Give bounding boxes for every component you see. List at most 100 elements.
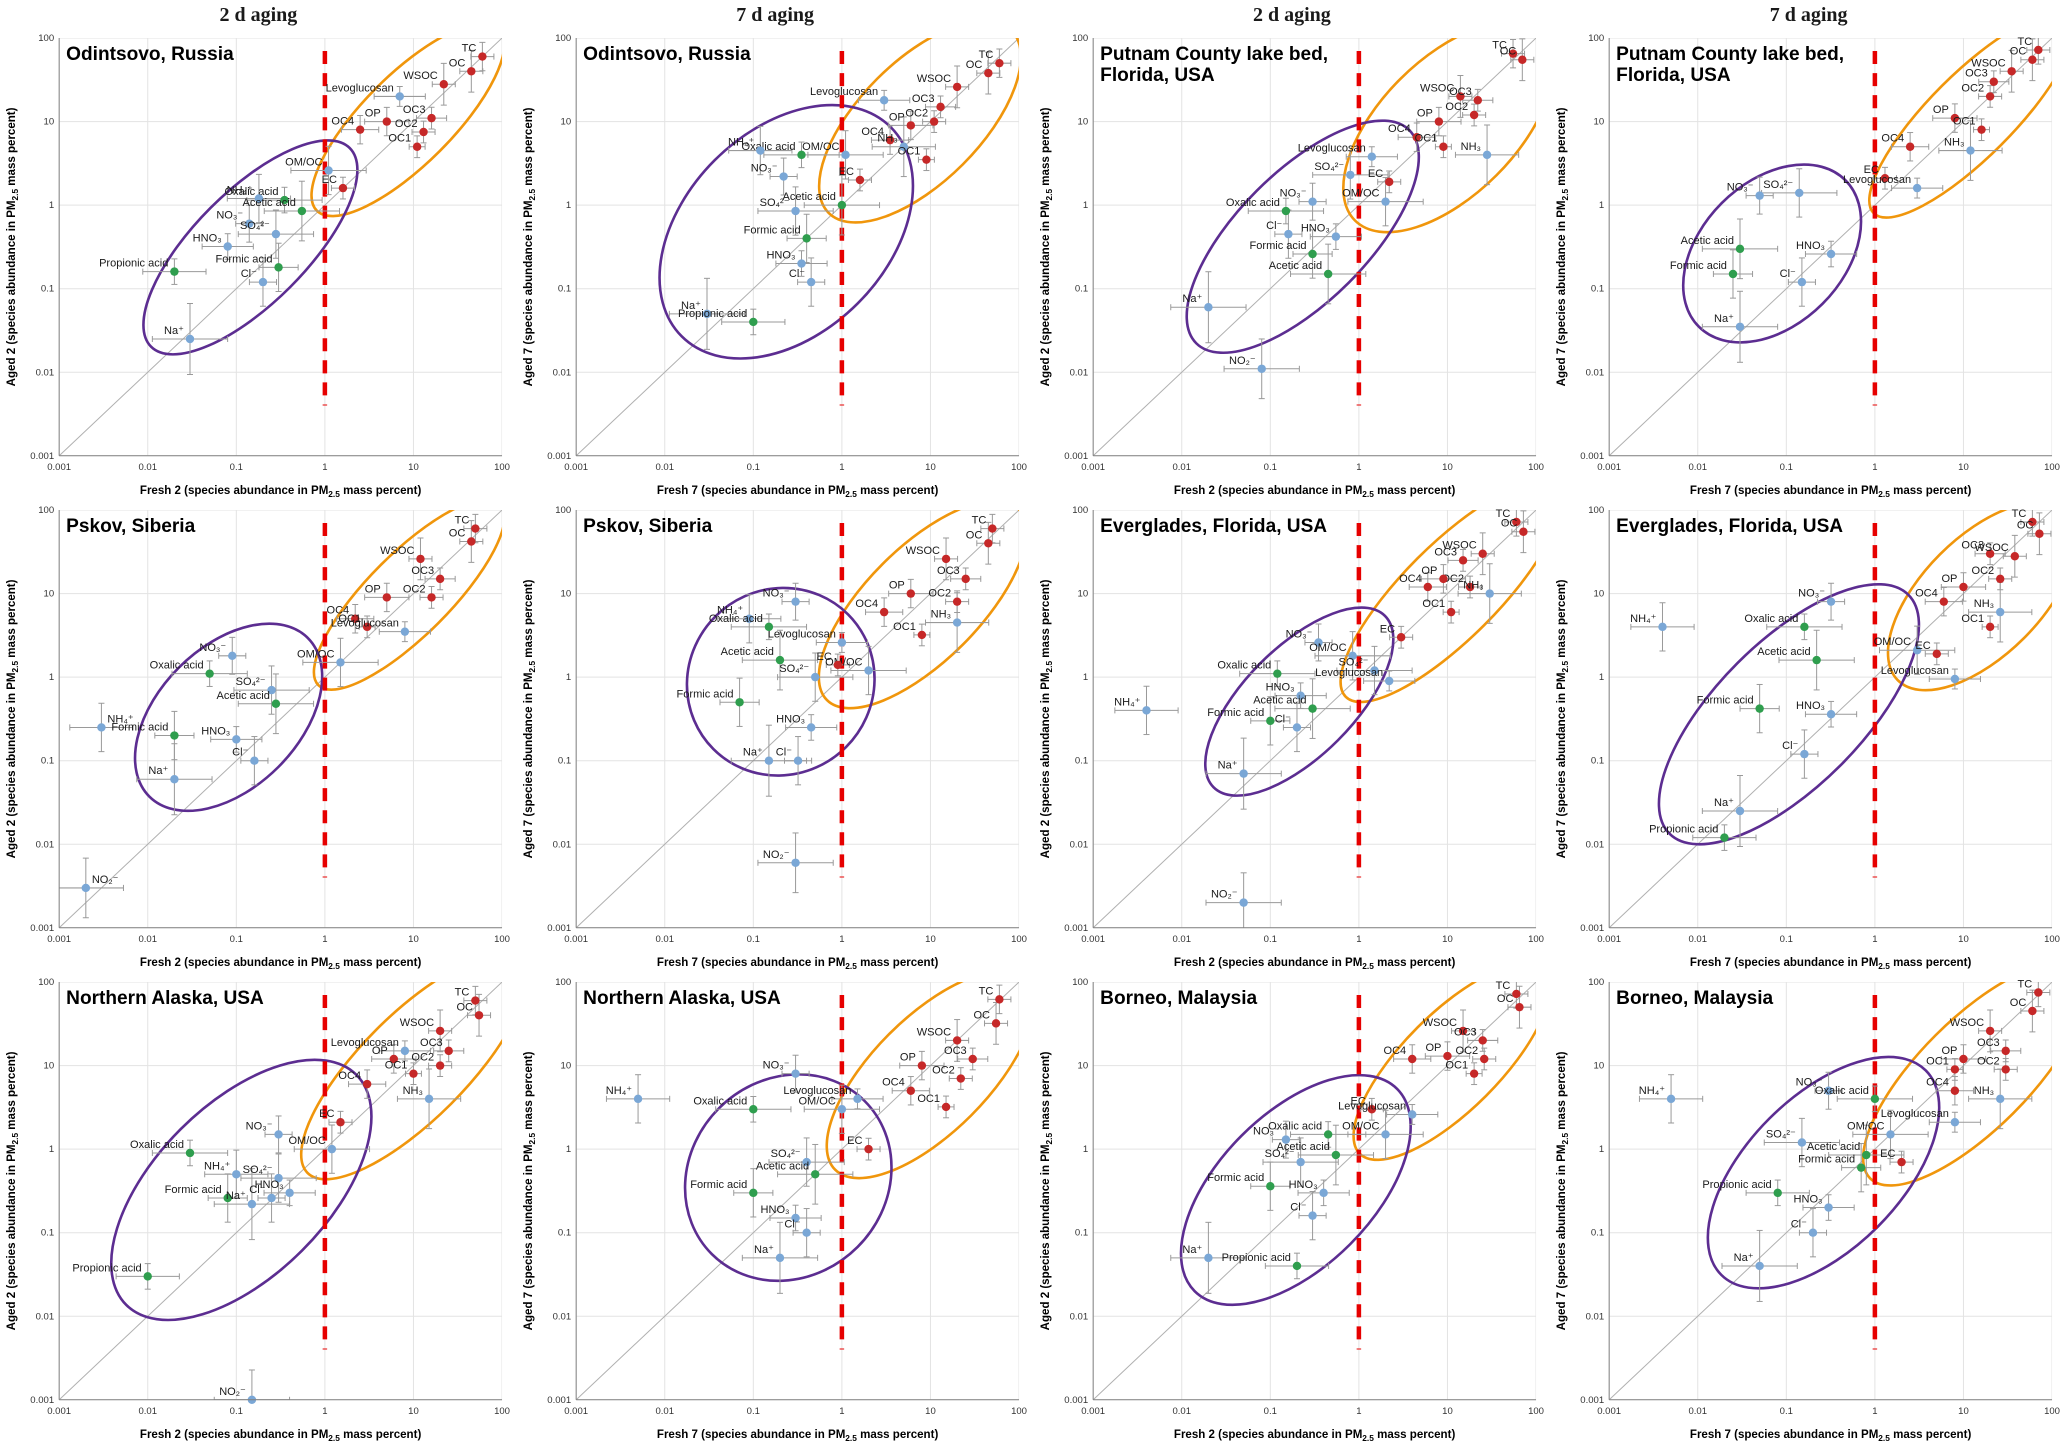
point-label: SO₄²⁻ xyxy=(1764,179,1794,191)
data-point xyxy=(941,1102,951,1112)
x-tick-label: 1 xyxy=(1356,934,1361,945)
data-point xyxy=(1986,622,1995,632)
point-label: Na⁺ xyxy=(1714,313,1734,325)
point-label: Formic acid xyxy=(1670,260,1727,272)
y-tick-label: 0.01 xyxy=(1586,367,1605,378)
chart-panel-borneo-2d: TC OC WSOC OC3 OC2 OP OC4 OC1 EC Levoglucosan OM/O… xyxy=(1034,974,1550,1446)
point-label: WSOC xyxy=(403,70,437,82)
data-point xyxy=(1331,1150,1340,1160)
point-label: Propionic acid xyxy=(99,258,168,270)
point-label: Cl⁻ xyxy=(241,268,257,280)
y-tick-label: 100 xyxy=(38,33,54,44)
point-label: HNO₃ xyxy=(1300,223,1329,235)
point-label: EC xyxy=(319,1108,334,1120)
data-point xyxy=(885,135,895,145)
y-tick-label: 100 xyxy=(1588,33,1604,44)
data-point xyxy=(1238,898,1248,907)
point-label: Cl⁻ xyxy=(1290,1202,1306,1214)
data-point xyxy=(1862,1150,1871,1160)
x-tick-label: 0.01 xyxy=(655,462,674,473)
data-point xyxy=(1331,232,1340,241)
data-point xyxy=(702,309,711,319)
y-tick-label: 0.01 xyxy=(552,367,571,378)
data-point xyxy=(382,593,392,602)
point-label: OC4 xyxy=(338,1070,361,1082)
data-point xyxy=(899,142,908,151)
x-tick-label: 0.001 xyxy=(1081,462,1105,473)
data-point xyxy=(232,1170,241,1179)
point-label: NO₃⁻ xyxy=(1727,182,1754,194)
y-tick-label: 0.01 xyxy=(552,1311,571,1322)
point-label: NO₃⁻ xyxy=(246,1120,273,1132)
y-tick-label: 100 xyxy=(555,977,571,988)
orange-ellipse xyxy=(1341,38,1536,234)
data-point xyxy=(81,883,91,893)
data-point xyxy=(338,183,348,193)
data-point xyxy=(478,52,487,61)
data-point xyxy=(271,229,281,239)
column-header-3: 2 d aging xyxy=(1252,3,1331,26)
data-point xyxy=(1870,1094,1880,1104)
x-tick-label: 10 xyxy=(408,1406,419,1417)
data-point xyxy=(797,259,806,268)
point-label: Acetic acid xyxy=(1268,260,1321,272)
point-label: WSOC xyxy=(1442,540,1476,552)
panel-title: Northern Alaska, USA xyxy=(583,988,781,1009)
panel-title: Odintsovo, Russia xyxy=(583,44,751,65)
data-point xyxy=(228,651,237,661)
x-tick-label: 100 xyxy=(1528,934,1544,945)
data-point xyxy=(1434,117,1443,126)
point-label: Levoglucosan xyxy=(331,618,399,630)
point-label: OC1 xyxy=(917,1093,940,1105)
data-point xyxy=(987,524,997,533)
point-label: Oxalic acid xyxy=(1815,1085,1869,1097)
x-tick-label: 10 xyxy=(925,1406,936,1417)
y-tick-label: 0.001 xyxy=(1581,1395,1605,1406)
data-point xyxy=(467,67,476,76)
y-tick-label: 10 xyxy=(1594,1061,1605,1072)
purple-ellipse xyxy=(109,1058,373,1322)
panel-title: Everglades, Florida, USA xyxy=(1100,516,1327,537)
data-point xyxy=(952,618,962,627)
data-point xyxy=(968,1054,977,1064)
y-tick-label: 1 xyxy=(49,672,54,683)
point-label: EC xyxy=(847,1135,862,1147)
point-label: WSOC xyxy=(1975,542,2009,554)
data-point xyxy=(1272,669,1282,678)
data-point xyxy=(929,117,939,126)
data-point xyxy=(170,731,179,740)
data-point xyxy=(1412,133,1421,142)
data-point xyxy=(185,334,195,344)
point-label: OC3 xyxy=(411,565,434,577)
data-point xyxy=(1323,1130,1332,1139)
data-point xyxy=(952,597,962,606)
y-tick-label: 0.01 xyxy=(552,839,571,850)
x-tick-label: 100 xyxy=(494,1406,510,1417)
point-label: Levoglucosan xyxy=(1338,1100,1406,1112)
point-label: OP xyxy=(1425,1042,1441,1054)
point-label: Formic acid xyxy=(690,1179,747,1191)
data-point xyxy=(810,672,820,682)
data-point xyxy=(247,1199,257,1209)
y-tick-label: 0.1 xyxy=(1074,756,1087,767)
x-axis-label: Fresh 2 (species abundance in PM2.5 mass… xyxy=(1173,485,1455,499)
point-label: Acetic acid xyxy=(1276,1141,1329,1153)
data-point xyxy=(1485,589,1494,598)
data-point xyxy=(1667,1094,1676,1104)
y-tick-label: 10 xyxy=(560,1061,571,1072)
data-point xyxy=(879,96,889,105)
point-label: EC xyxy=(816,651,831,663)
data-point xyxy=(864,1144,873,1154)
one-to-one-line xyxy=(59,982,503,1400)
data-point xyxy=(416,554,425,564)
point-label: Na⁺ xyxy=(681,300,701,312)
data-point xyxy=(1469,110,1478,120)
orange-ellipse xyxy=(1338,510,1536,704)
data-point xyxy=(791,858,800,868)
chart-panel-odintsovo-2d: TC OC WSOC OC3 OC2 OC1 OP OC4 EC Levoglucosan OM/O… xyxy=(0,30,516,502)
data-point xyxy=(1913,646,1922,655)
y-axis-label: Aged 7 (species abundance in PM2.5 mass … xyxy=(523,107,537,386)
point-label: NH₄⁺ xyxy=(227,185,253,197)
point-label: WSOC xyxy=(400,1017,434,1029)
y-tick-label: 10 xyxy=(44,1061,55,1072)
